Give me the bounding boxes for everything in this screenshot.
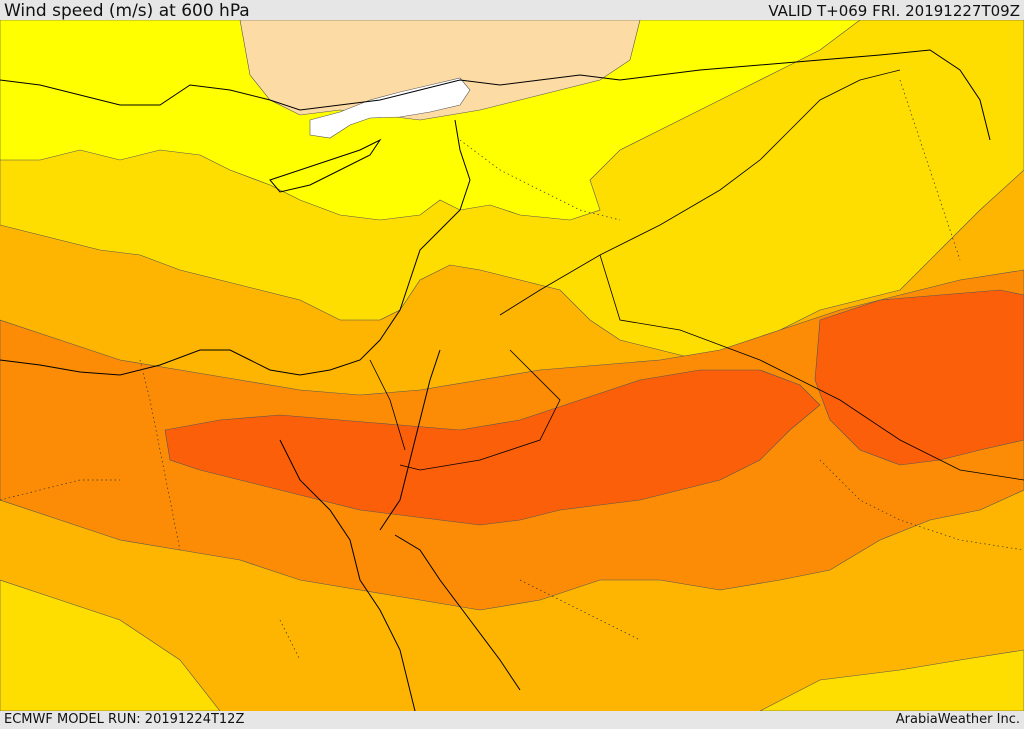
band-white	[309, 77, 471, 139]
model-run: ECMWF MODEL RUN: 20191224T12Z	[4, 712, 245, 727]
weather-map[interactable]	[0, 20, 1024, 711]
band-peach	[239, 20, 641, 121]
internal-borders	[0, 79, 1024, 661]
band-dark-orange-east	[814, 289, 1024, 466]
footer-bar: ECMWF MODEL RUN: 20191224T12Z ArabiaWeat…	[0, 711, 1024, 729]
valid-time: VALID T+069 FRI. 20191227T09Z	[768, 2, 1020, 20]
political-borders	[369, 69, 1024, 481]
header-bar: Wind speed (m/s) at 600 hPa VALID T+069 …	[0, 0, 1024, 21]
coastlines	[0, 49, 991, 711]
wind-speed-field	[0, 20, 1024, 711]
band-gold-southeast	[759, 649, 1024, 711]
map-title: Wind speed (m/s) at 600 hPa	[4, 1, 250, 21]
band-yellow	[0, 20, 861, 221]
band-gold-south	[0, 579, 221, 711]
credit: ArabiaWeather Inc.	[895, 712, 1020, 727]
